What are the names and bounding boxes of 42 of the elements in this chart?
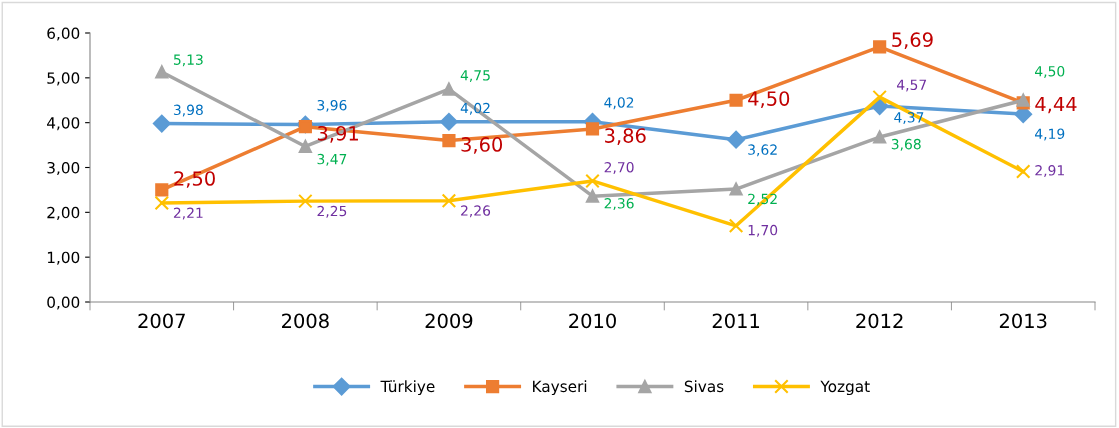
- x-tick-label: 2010: [569, 313, 616, 329]
- data-label: 2,36: [604, 198, 634, 210]
- y-tick-label: 4,00: [47, 117, 80, 131]
- x-tick-label: 2009: [425, 313, 473, 329]
- data-label: 4,57: [896, 79, 927, 92]
- x-tick-label: 2013: [999, 313, 1047, 329]
- data-label: 2,25: [317, 205, 347, 218]
- data-label: 5,13: [173, 54, 203, 67]
- data-label: 4,44: [1035, 96, 1077, 114]
- x-tick-label: 2007: [138, 313, 185, 329]
- legend-label: Türkiye: [380, 380, 435, 396]
- x-tick-label: 2008: [282, 313, 329, 329]
- y-tick-label: 5,00: [47, 72, 80, 86]
- data-label: 3,86: [605, 128, 646, 145]
- data-label: 4,02: [604, 97, 634, 110]
- legend-label: Kayseri: [533, 380, 587, 396]
- data-label: 3,96: [317, 99, 347, 112]
- x-tick-label: 2011: [712, 313, 760, 329]
- y-tick-label: 0,00: [47, 296, 80, 310]
- y-tick-label: 1,00: [47, 251, 80, 265]
- data-label: 2,21: [173, 207, 203, 220]
- y-tick-label: 2,00: [47, 206, 80, 220]
- data-label: 3,62: [748, 144, 777, 157]
- data-label: 2,70: [604, 161, 634, 174]
- data-label: 4,50: [1035, 66, 1065, 78]
- data-label: 3,98: [173, 104, 203, 117]
- y-tick-label: 3,00: [47, 161, 80, 176]
- data-label: 2,26: [461, 205, 491, 218]
- data-label: 3,60: [461, 137, 503, 154]
- data-label: 3,68: [891, 138, 921, 151]
- data-label: 4,02: [460, 102, 490, 115]
- y-tick-label: 6,00: [47, 27, 80, 41]
- data-label: 2,91: [1035, 165, 1064, 177]
- data-label: 4,19: [1035, 128, 1065, 141]
- legend-label: Sivas: [684, 380, 724, 393]
- x-tick-label: 2012: [856, 313, 903, 329]
- data-label: 4,75: [460, 70, 490, 82]
- data-label: 1,70: [748, 224, 778, 237]
- legend-label: Yozgat: [820, 380, 870, 396]
- data-label: 3,47: [317, 153, 347, 166]
- data-label: 4,50: [748, 91, 790, 108]
- data-label: 5,69: [892, 32, 933, 49]
